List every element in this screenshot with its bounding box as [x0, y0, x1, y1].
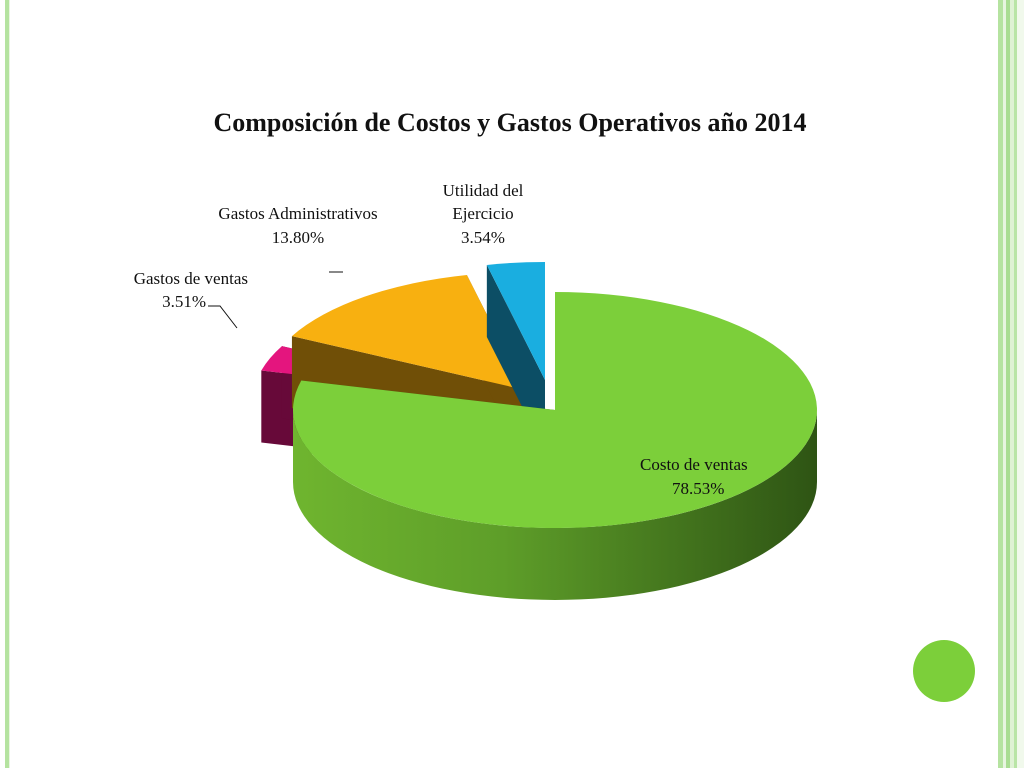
slice-value-label: 13.80%	[272, 228, 324, 247]
slice-name-label: Costo de ventas	[640, 455, 748, 474]
slice-name-label: Ejercicio	[452, 204, 513, 223]
right-border-stripes	[976, 0, 1024, 768]
slice-name-label: Gastos de ventas	[134, 269, 248, 288]
leader-line-gastos-de-ventas	[208, 305, 238, 329]
slice-value-label: 3.51%	[162, 292, 206, 311]
slice-name-label: Utilidad del	[443, 181, 524, 200]
left-border-stripe	[0, 0, 10, 768]
slice-value-label: 78.53%	[672, 479, 724, 498]
slice-name-label: Gastos Administrativos	[218, 204, 377, 223]
decorative-green-circle	[913, 640, 975, 702]
chart-title: Composición de Costos y Gastos Operativo…	[213, 108, 807, 137]
pie-slice-utilidad-del-ejercicio	[486, 262, 545, 452]
pie-slice-costo-de-ventas	[292, 292, 817, 600]
slice-value-label: 3.54%	[461, 228, 505, 247]
